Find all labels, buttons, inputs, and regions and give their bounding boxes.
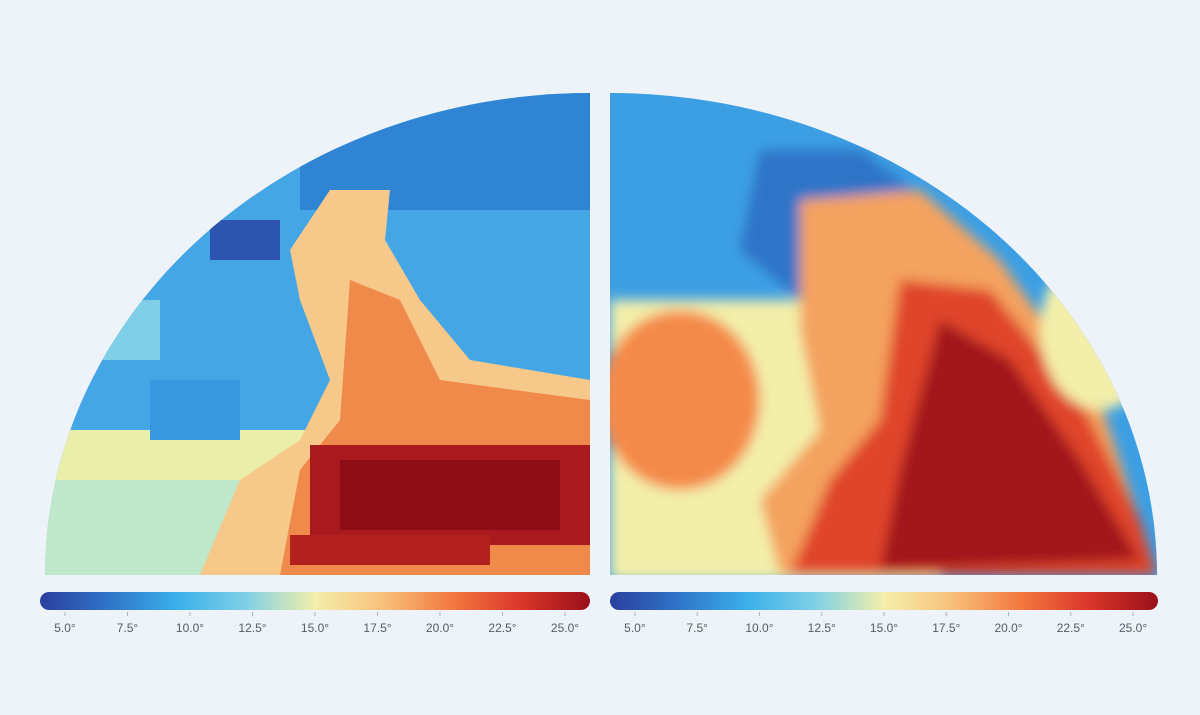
tick-label: 25.0° [551,621,579,635]
tick-label: 7.5° [117,621,139,635]
tick-label: 17.5° [363,621,391,635]
tick-label: 5.0° [624,621,646,635]
colorbar [610,592,1158,610]
tick-label: 10.0° [745,621,773,635]
panel-gap [590,85,610,585]
coarse-temperature-map [45,93,590,575]
colorbar [40,592,590,610]
tick-label: 15.0° [870,621,898,635]
tick-label: 20.0° [994,621,1022,635]
tick-label: 22.5° [1057,621,1085,635]
tick-label: 12.5° [808,621,836,635]
tick-label: 25.0° [1119,621,1147,635]
tick-label: 5.0° [54,621,76,635]
tick-label: 17.5° [932,621,960,635]
tick-label: 22.5° [488,621,516,635]
tick-label: 7.5° [686,621,708,635]
tick-label: 12.5° [238,621,266,635]
tick-label: 20.0° [426,621,454,635]
tick-label: 10.0° [176,621,204,635]
tick-label: 15.0° [301,621,329,635]
